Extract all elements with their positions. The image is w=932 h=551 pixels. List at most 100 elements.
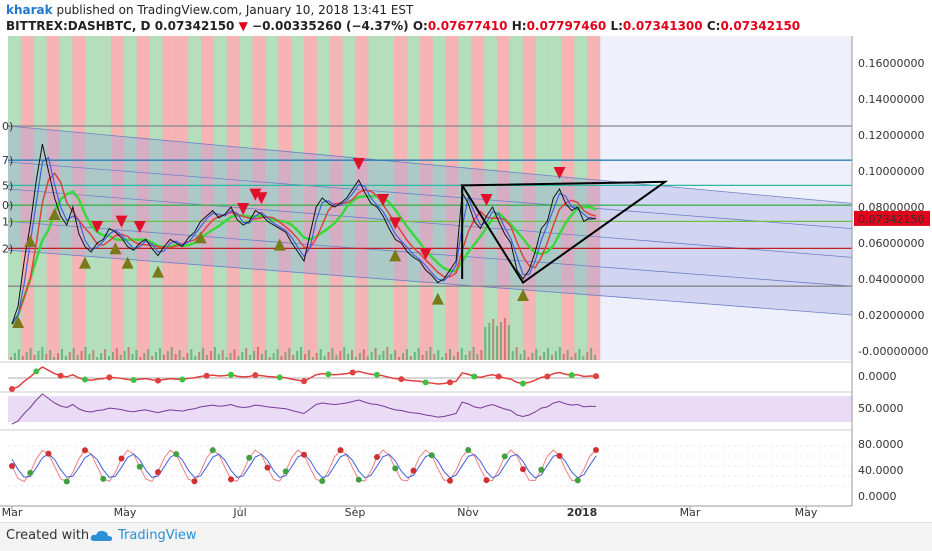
red-band: [136, 36, 150, 360]
sell-signal-marker: [133, 221, 146, 233]
tradingview-link[interactable]: TradingView: [118, 528, 197, 543]
red-band: [394, 36, 408, 360]
symbol-label: BITTREX:DASHBTC, D: [6, 19, 151, 33]
macd-dot: [33, 368, 40, 375]
ohlc-line: BITTREX:DASHBTC, D 0.07342150 ▼ −0.00335…: [6, 18, 926, 34]
sell-signal-marker: [115, 215, 128, 228]
stoch-dot: [9, 463, 15, 469]
stoch-dot: [593, 447, 599, 454]
volume-bar: [374, 348, 377, 360]
buy-signal-marker: [109, 242, 122, 255]
volume-bar: [92, 350, 95, 360]
macd-dot: [495, 373, 502, 380]
green-band: [406, 36, 421, 360]
close-label: C:: [706, 19, 721, 33]
x-tick-label: Sep: [345, 506, 366, 519]
volume-bar: [174, 354, 177, 360]
channel-line: [7, 125, 853, 204]
volume-bar: [496, 326, 499, 360]
red-band: [445, 36, 459, 360]
stoch-dot: [118, 455, 125, 462]
macd-dot: [349, 369, 356, 376]
volume-bar: [476, 354, 479, 360]
volume-bars: [10, 318, 597, 360]
volume-bar: [53, 357, 56, 360]
volume-bar: [550, 355, 553, 360]
volume-bar: [80, 351, 83, 360]
volume-bar: [13, 353, 16, 360]
buy-signal-marker: [121, 256, 134, 269]
volume-bar: [472, 347, 475, 360]
rsi-band: [8, 396, 852, 422]
volume-bar: [319, 349, 322, 360]
macd-dot: [520, 380, 526, 387]
volume-bar: [378, 355, 381, 360]
buy-signal-marker: [152, 265, 164, 278]
volume-bar: [566, 350, 569, 360]
low-label: L:: [610, 19, 623, 33]
volume-bar: [366, 356, 369, 360]
stoch-dot: [282, 468, 289, 475]
green-band: [265, 36, 279, 360]
volume-bar: [25, 352, 28, 360]
volume-bar: [358, 353, 361, 360]
last-price: 0.07342150: [154, 19, 235, 33]
volume-bar: [327, 352, 330, 360]
volume-bar: [554, 351, 557, 360]
macd-dot: [155, 377, 161, 384]
red-band: [587, 36, 601, 360]
volume-bar: [10, 357, 12, 360]
x-tick-label: Mar: [2, 506, 23, 519]
fib-label: 2): [2, 242, 13, 255]
volume-bar: [594, 355, 597, 360]
background-bands: [8, 36, 852, 360]
stoch-dot: [191, 478, 198, 485]
volume-bar: [68, 352, 71, 360]
volume-bar: [253, 351, 256, 360]
volume-bar: [17, 349, 20, 360]
volume-bar: [421, 355, 424, 360]
stoch-dot: [410, 467, 417, 474]
volume-bar: [194, 356, 197, 360]
last-price-label: 0.07342150: [858, 213, 924, 226]
chart-canvas[interactable]: 0) 7) 5) 0) 1) 2) 0.16000000 0.14000000 0.12000…: [0, 36, 932, 522]
close-value: 0.07342150: [720, 19, 801, 33]
volume-bar: [307, 350, 310, 360]
volume-bar: [147, 349, 150, 360]
volume-bar: [417, 348, 420, 360]
pane-tick-label: 80.0000: [858, 438, 904, 451]
price-line: [11, 143, 597, 325]
volume-bar: [433, 354, 436, 360]
volume-bar: [166, 351, 169, 360]
sell-signal-marker: [249, 188, 262, 201]
stoch-dot: [392, 465, 399, 472]
volume-bar: [331, 348, 334, 360]
volume-bar: [245, 348, 248, 360]
footer-bar: Created with TradingView: [0, 522, 932, 551]
ma-short-line: [11, 156, 597, 325]
red-band: [355, 36, 369, 360]
volume-bar: [84, 347, 87, 360]
volume-bar: [288, 348, 291, 360]
volume-bar: [445, 353, 448, 360]
stoch-dot: [374, 454, 380, 461]
sell-signal-marker: [255, 192, 268, 205]
volume-bar: [115, 348, 118, 360]
red-band: [561, 36, 575, 360]
volume-bar: [354, 357, 357, 360]
macd-dot: [422, 379, 429, 386]
volume-bar: [249, 355, 252, 360]
author-link[interactable]: kharak: [6, 3, 53, 17]
volume-bar: [64, 356, 67, 360]
macd-dot: [82, 376, 88, 383]
volume-bar: [221, 350, 224, 360]
channel-fill: [8, 126, 852, 315]
stoch-dot: [27, 469, 34, 476]
buy-signal-marker: [431, 292, 444, 305]
volume-bar: [425, 351, 428, 360]
volume-bar: [535, 349, 538, 360]
fib-label: 0): [2, 120, 13, 133]
volume-bar: [143, 353, 146, 360]
last-price-tag: [854, 210, 930, 226]
green-band: [548, 36, 562, 360]
